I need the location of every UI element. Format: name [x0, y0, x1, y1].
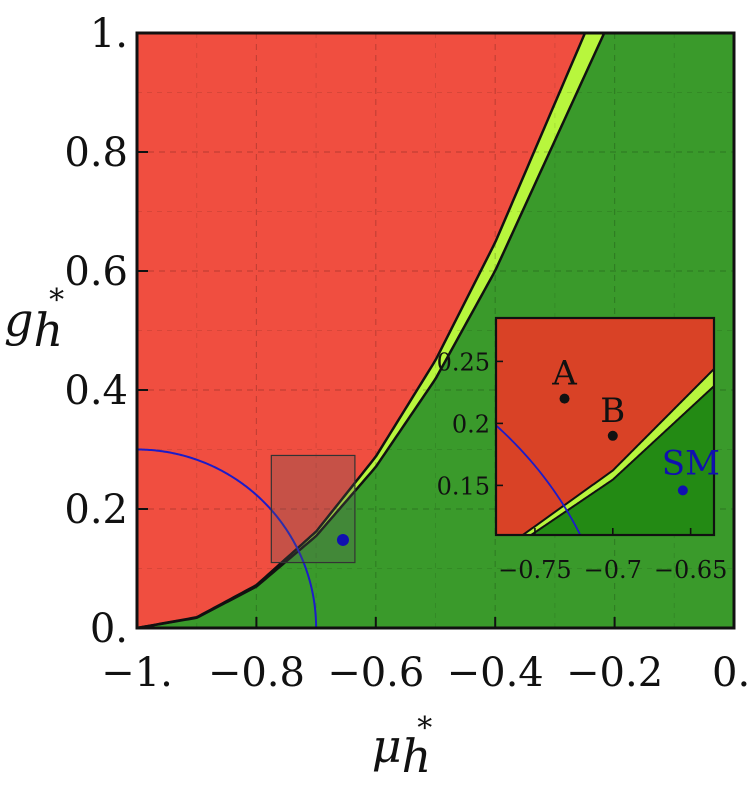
inset-y-tick-label: 0.25	[437, 348, 490, 376]
lower-boundary-line	[137, 33, 606, 628]
x-tick-label: −0.2	[566, 650, 663, 696]
y-tick-label: 0.2	[64, 487, 128, 533]
inset-upper-boundary	[521, 367, 714, 535]
inset-y-tick-label: 0.2	[452, 410, 490, 438]
y-tick-labels: 0. 0.2 0.4 0.6 0.8 1.	[64, 11, 128, 652]
inset-x-tick-labels: −0.75 −0.7 −0.65	[498, 556, 727, 584]
y-tick-label: 0.	[90, 606, 128, 652]
circle-curve	[137, 448, 318, 628]
y-tick-label: 0.8	[64, 130, 128, 176]
inset-point-label-b: B	[600, 391, 625, 431]
inset-y-tick-label: 0.15	[437, 472, 490, 500]
x-tick-labels: −1. −0.8 −0.6 −0.4 −0.2 0.	[101, 650, 747, 696]
zoom-box	[270, 454, 356, 564]
x-tick-label: −0.4	[447, 650, 544, 696]
y-tick-label: 0.4	[64, 368, 128, 414]
inset-point-label-sm: SM	[662, 443, 720, 483]
inset-point-a	[559, 393, 570, 404]
inset-point-labels: AB SM	[551, 354, 720, 484]
inset-x-tick-label: −0.7	[584, 556, 642, 584]
x-axis-title: μh*	[372, 711, 433, 783]
x-tick-label: −1.	[101, 650, 173, 696]
inset-plot: −0.75 −0.7 −0.65 0.15 0.2 0.25 AB SM	[437, 316, 727, 584]
inset-lower-region	[531, 386, 714, 535]
inset-frame	[494, 316, 716, 537]
x-tick-label: 0.	[712, 650, 747, 696]
inset-y-tick-labels: 0.15 0.2 0.25	[437, 348, 490, 500]
inset-points	[559, 393, 688, 496]
y-tick-label: 1.	[90, 11, 128, 57]
inset-point-label-a: A	[551, 354, 577, 394]
inset-ticks	[496, 360, 692, 535]
inset-x-tick-label: −0.75	[498, 556, 572, 584]
inset-point-b	[607, 430, 618, 441]
inset-x-tick-label: −0.65	[654, 556, 728, 584]
y-axis-title: gh*	[4, 283, 64, 357]
x-tick-label: −0.6	[327, 650, 424, 696]
axis-ticks	[136, 32, 735, 629]
sm-point	[336, 533, 349, 546]
inset-point-sm	[677, 485, 688, 496]
x-tick-label: −0.8	[208, 650, 305, 696]
y-tick-label: 0.6	[64, 249, 128, 295]
plot-frame	[135, 31, 736, 630]
